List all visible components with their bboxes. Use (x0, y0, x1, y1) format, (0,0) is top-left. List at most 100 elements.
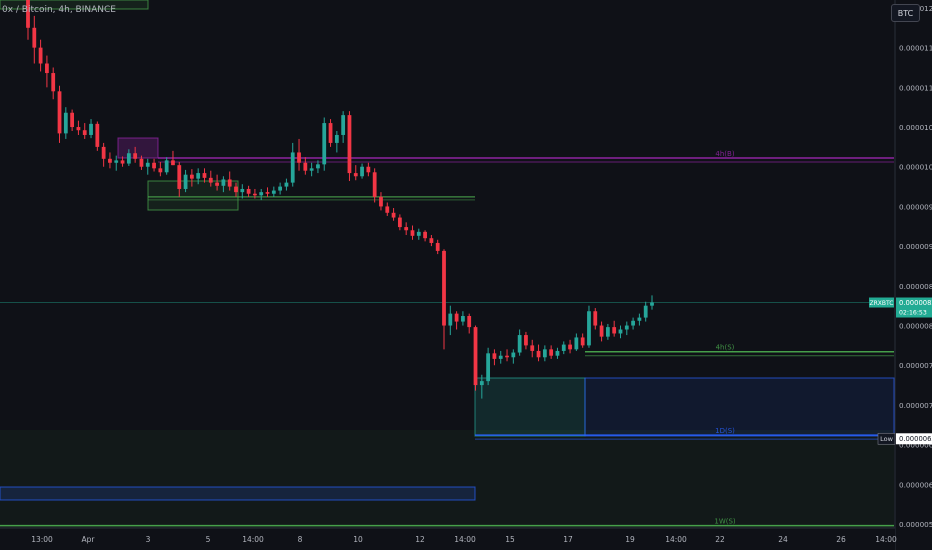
candle-body (70, 112, 75, 128)
candle-body (316, 164, 320, 169)
candle-body (360, 166, 364, 177)
candle-body (265, 192, 270, 194)
last-price-value: 0.00000829 (899, 299, 932, 307)
time-tick-label: 17 (563, 535, 573, 544)
candle-body (208, 177, 213, 183)
time-tick-label: 24 (778, 535, 788, 544)
currency-button[interactable]: BTC (891, 4, 920, 22)
candle-body (38, 47, 43, 64)
price-tick-label: 0.00000700 (899, 401, 932, 410)
candle-body (587, 311, 591, 346)
price-tick-label: 0.00001150 (899, 44, 932, 53)
candle-body (391, 212, 396, 218)
candles-layer (26, 0, 654, 399)
candle-body (278, 186, 283, 191)
price-tick-label: 0.00000600 (899, 480, 932, 489)
candle-body (32, 27, 37, 48)
zone-teal-box (474, 377, 586, 437)
candle-body (309, 168, 314, 171)
low-tag-label: Low (880, 435, 893, 443)
time-tick-label: 13:00 (31, 535, 53, 544)
time-tick-label: Apr (82, 535, 96, 544)
candle-body (297, 152, 301, 163)
symbol-tag-bg (869, 297, 894, 308)
low-tag-bg (877, 432, 896, 445)
candle-body (259, 192, 264, 196)
zone-blue-box (584, 377, 895, 437)
candle-body (599, 325, 604, 337)
symbol-tag-label: ZRXBTC (869, 300, 893, 307)
candle-body (505, 355, 509, 358)
price-tick-label: 0.00000900 (899, 242, 932, 251)
candle-body (473, 327, 478, 386)
candle-body (448, 313, 453, 326)
last-price-tag-bg (896, 297, 932, 318)
levels-layer: 4h(B) 4h(S) 1D(S) 1W(S) (0, 150, 894, 531)
time-axis[interactable]: 13:00 Apr 3 5 14:00 8 10 12 14:00 15 17 19 14:00 22 24… (0, 527, 897, 550)
price-tick-label: 0.00000750 (899, 361, 932, 370)
candle-body (171, 160, 175, 166)
zones-layer (0, 0, 895, 501)
price-axis[interactable]: 0.00000550 0.00000600 0.00000650 0.00000700… (894, 0, 932, 550)
candle-body (334, 134, 339, 143)
time-tick-label: 5 (206, 535, 211, 544)
candle-body (637, 317, 642, 321)
candle-body (114, 160, 119, 163)
time-tick-label: 14:00 (665, 535, 687, 544)
candle-body (498, 355, 503, 359)
candle-body (101, 146, 106, 159)
candle-countdown: 02:16:53 (899, 310, 927, 317)
candle-body (353, 173, 358, 177)
candle-body (442, 250, 446, 326)
price-tick-label: 0.00000850 (899, 282, 932, 291)
time-tick-label: 15 (505, 535, 515, 544)
candle-body (57, 91, 62, 134)
candle-body (593, 311, 598, 326)
candle-body (467, 316, 472, 328)
candle-body (605, 327, 610, 337)
time-tick-label: 3 (146, 535, 151, 544)
candle-body (511, 352, 516, 358)
candle-body (454, 313, 459, 322)
time-tick-label: 22 (715, 535, 725, 544)
time-tick-label: 8 (298, 535, 303, 544)
level-label: 1W(S) (714, 518, 736, 526)
candle-body (379, 196, 383, 207)
candle-body (435, 242, 440, 251)
candle-body (397, 217, 402, 228)
candle-body (152, 162, 156, 169)
candle-body (372, 172, 377, 197)
candle-body (271, 190, 276, 194)
time-tick-label: 14:00 (454, 535, 476, 544)
candle-body (492, 353, 497, 359)
candle-body (95, 123, 100, 147)
candle-body (63, 112, 68, 134)
time-tick-label: 14:00 (875, 535, 897, 544)
zone-blue-bottom (0, 486, 476, 501)
level-label: 1D(S) (715, 427, 735, 435)
time-tick-label: 19 (625, 535, 635, 544)
level-label: 4h(S) (716, 344, 735, 352)
candle-body (568, 344, 572, 350)
time-tick-label: 12 (415, 535, 425, 544)
currency-button-label: BTC (897, 8, 914, 18)
candle-body (574, 337, 579, 350)
candle-body (240, 188, 245, 193)
candle-body (643, 305, 648, 318)
candle-body (631, 320, 635, 326)
candle-body (404, 227, 409, 231)
candle-body (139, 158, 144, 167)
candle-body (183, 174, 188, 189)
candle-body (284, 182, 289, 187)
symbol-title: 0x / Bitcoin, 4h, BINANCE (2, 5, 116, 15)
price-tags-layer: ZRXBTC 0.00000829 02:16:53 Low 0.00000658 (869, 297, 932, 445)
candle-body (177, 165, 182, 189)
price-axis-bg (895, 0, 932, 550)
candle-body (385, 206, 390, 213)
candle-body (234, 186, 238, 193)
candle-body (542, 349, 547, 358)
candle-body (429, 238, 434, 243)
time-tick-label: 14:00 (242, 535, 264, 544)
price-tick-label: 0.00001000 (899, 163, 932, 172)
